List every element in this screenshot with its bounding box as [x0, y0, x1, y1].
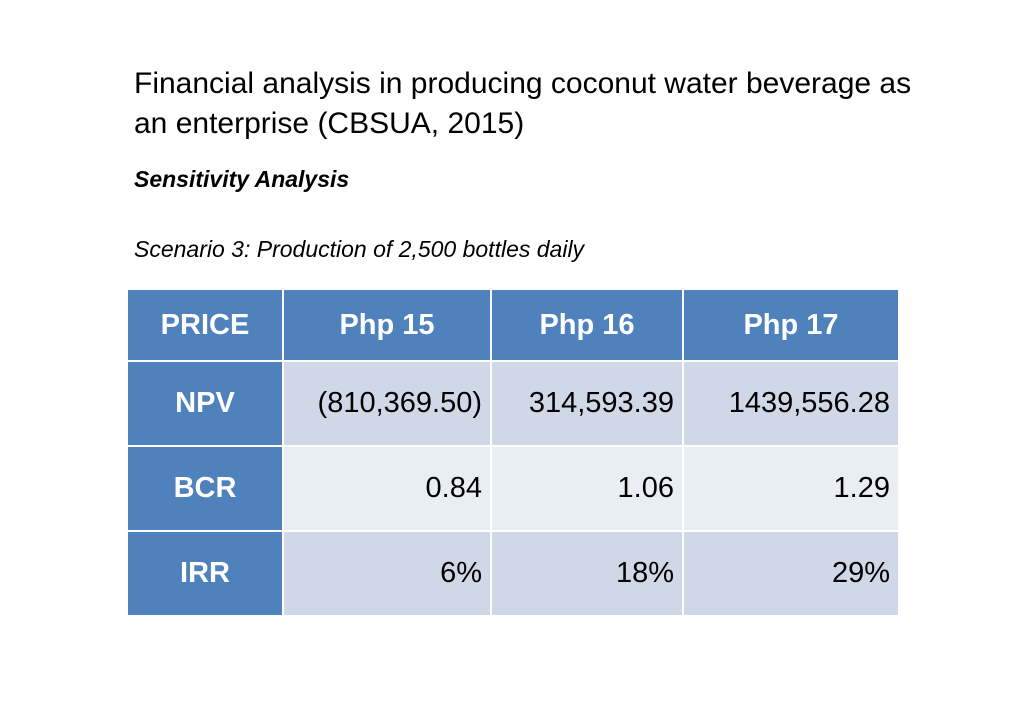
sensitivity-table: PRICE Php 15 Php 16 Php 17 NPV (810,369.…	[126, 288, 900, 617]
table-row: IRR 6% 18% 29%	[126, 530, 900, 617]
irr-php-15: 6%	[282, 530, 492, 617]
npv-php-15: (810,369.50)	[282, 360, 492, 447]
table-body: NPV (810,369.50) 314,593.39 1439,556.28 …	[126, 360, 900, 617]
table-row: BCR 0.84 1.06 1.29	[126, 445, 900, 532]
npv-php-16: 314,593.39	[490, 360, 684, 447]
irr-php-17: 29%	[682, 530, 900, 617]
row-label-bcr: BCR	[126, 445, 284, 532]
page-title: Financial analysis in producing coconut …	[134, 67, 912, 140]
header-php-15: Php 15	[282, 288, 492, 362]
row-label-irr: IRR	[126, 530, 284, 617]
irr-php-16: 18%	[490, 530, 684, 617]
row-label-npv: NPV	[126, 360, 284, 447]
bcr-php-17: 1.29	[682, 445, 900, 532]
scenario-caption: Scenario 3: Production of 2,500 bottles …	[134, 236, 585, 262]
header-price: PRICE	[126, 288, 284, 362]
section-subtitle: Sensitivity Analysis	[134, 166, 350, 192]
table-row: NPV (810,369.50) 314,593.39 1439,556.28	[126, 360, 900, 447]
bcr-php-16: 1.06	[490, 445, 684, 532]
table-header: PRICE Php 15 Php 16 Php 17	[126, 288, 900, 362]
header-php-16: Php 16	[490, 288, 684, 362]
bcr-php-15: 0.84	[282, 445, 492, 532]
npv-php-17: 1439,556.28	[682, 360, 900, 447]
header-php-17: Php 17	[682, 288, 900, 362]
header-row: PRICE Php 15 Php 16 Php 17	[126, 288, 900, 362]
